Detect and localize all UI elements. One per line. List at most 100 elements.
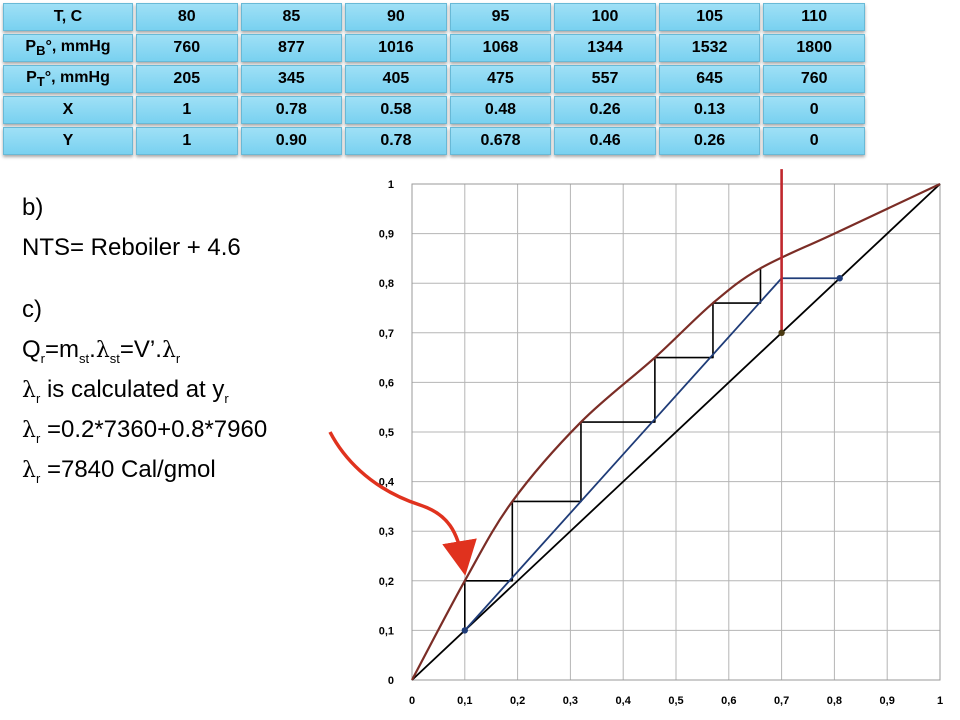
table-cell: 0: [763, 127, 865, 155]
table-cell: 877: [240, 34, 343, 62]
table-cell: 105: [658, 3, 761, 31]
table-cell: 85: [240, 3, 343, 31]
lambda-symbol: λ: [161, 338, 176, 363]
key-point-marker: [836, 275, 843, 282]
table-row-y: Y 1 0.90 0.78 0.678 0.46 0.26 0: [3, 127, 865, 155]
lambda-symbol: λ: [22, 418, 36, 443]
table-cell: 0.26: [658, 127, 761, 155]
x-tick-label: 0,6: [721, 695, 736, 707]
answer-lambda-note: λr is calculated at yr: [22, 370, 352, 410]
table-row-pt: PT°, mmHg 205 345 405 475 557 645 760: [3, 65, 865, 93]
diagonal-line: [411, 183, 941, 681]
answer-nts: NTS= Reboiler + 4.6: [22, 234, 241, 261]
y-tick-label: 0,5: [379, 427, 394, 439]
x-tick-label: 0,4: [616, 695, 632, 707]
row-header-subscript: B: [36, 43, 46, 59]
table-cell: 0: [763, 96, 865, 124]
eq-subscript: st: [79, 350, 90, 366]
key-point-marker: [778, 329, 785, 336]
x-tick-label: 0,5: [668, 695, 683, 707]
eq-subscript: r: [40, 350, 46, 366]
table-cell: 80: [136, 3, 238, 31]
eq-text: =0.2*7360+0.8*7960: [40, 416, 268, 443]
table-cell: 0.46: [554, 127, 656, 155]
vle-data-table: T, C 80 85 90 95 100 105 110 PB°, mmHg 7…: [0, 0, 868, 158]
lambda-symbol: λ: [22, 458, 36, 483]
y-tick-label: 0,4: [379, 477, 395, 489]
table-cell: 0.58: [345, 96, 447, 124]
y-tick-label: 0,9: [379, 229, 394, 241]
y-tick-label: 0,7: [379, 328, 394, 340]
answer-heat-duty-equation: Qr=mst.λst=V’.λr: [22, 330, 352, 370]
table-cell: 1344: [554, 34, 656, 62]
table-cell: 1068: [449, 34, 552, 62]
answer-lambda-expression: λr =0.2*7360+0.8*7960: [22, 410, 352, 450]
table-cell: 0.26: [554, 96, 656, 124]
table-cell: 1: [136, 127, 238, 155]
x-tick-label: 0,8: [827, 695, 842, 707]
row-header-x: X: [3, 96, 133, 124]
table-cell: 100: [554, 3, 656, 31]
y-tick-label: 0,3: [379, 526, 394, 538]
y-tick-label: 0: [388, 675, 394, 687]
table-cell: 90: [345, 3, 447, 31]
row-header-y: Y: [3, 127, 133, 155]
table-cell: 0.90: [240, 127, 343, 155]
table-cell: 760: [136, 34, 238, 62]
eq-text: =7840 Cal/gmol: [40, 456, 216, 483]
lambda-symbol: λ: [95, 338, 110, 363]
table-row-x: X 1 0.78 0.58 0.48 0.26 0.13 0: [3, 96, 865, 124]
x-tick-label: 0,2: [510, 695, 525, 707]
table-cell: 95: [449, 3, 552, 31]
table-cell: 0.78: [240, 96, 343, 124]
row-header-pt: PT°, mmHg: [3, 65, 133, 93]
eq-text: =V’.: [119, 336, 162, 363]
table-cell: 205: [136, 65, 238, 93]
table-cell: 405: [345, 65, 447, 93]
answer-lambda-value: λr =7840 Cal/gmol: [22, 450, 352, 490]
table-cell: 557: [554, 65, 656, 93]
y-tick-label: 0,8: [379, 278, 394, 290]
row-header-text: P: [25, 37, 37, 55]
eq-text: is calculated at y: [40, 376, 225, 403]
answer-b-label: b): [22, 194, 44, 221]
y-tick-label: 0,1: [379, 625, 394, 637]
row-header-unit: °, mmHg: [45, 37, 111, 55]
eq-text: =m: [45, 336, 80, 363]
x-tick-label: 0,3: [563, 695, 578, 707]
y-tick-label: 1: [388, 179, 394, 191]
eq-subscript: r: [175, 350, 181, 366]
table-cell: 475: [449, 65, 552, 93]
x-tick-label: 1: [937, 695, 943, 707]
y-tick-label: 0,2: [379, 576, 394, 588]
table-cell: 1: [136, 96, 238, 124]
table-cell: 1016: [345, 34, 447, 62]
lambda-symbol: λ: [22, 378, 36, 403]
table-cell: 110: [763, 3, 865, 31]
table-cell: 0.48: [449, 96, 552, 124]
table-row-pb: PB°, mmHg 760 877 1016 1068 1344 1532 18…: [3, 34, 865, 62]
table-row-temperature: T, C 80 85 90 95 100 105 110: [3, 3, 865, 31]
table-cell: 760: [763, 65, 865, 93]
table-cell: 1800: [763, 34, 865, 62]
table-cell: 345: [240, 65, 343, 93]
table-cell: 1532: [658, 34, 761, 62]
row-header-text: P: [26, 68, 37, 86]
key-point-marker: [461, 627, 468, 634]
table-cell: 645: [658, 65, 761, 93]
table-cell: 0.678: [449, 127, 552, 155]
answer-text: b) NTS= Reboiler + 4.6 c) Qr=mst.λst=V’.…: [22, 188, 352, 490]
eq-text: Q: [22, 336, 41, 363]
row-header-temperature: T, C: [3, 3, 133, 31]
row-header-pb: PB°, mmHg: [3, 34, 133, 62]
eq-subscript: st: [109, 350, 120, 366]
callout-arrow: [328, 431, 477, 576]
x-tick-label: 0,9: [880, 695, 895, 707]
row-header-subscript: T: [36, 74, 45, 90]
eq-subscript: r: [35, 470, 41, 486]
x-tick-label: 0,1: [457, 695, 472, 707]
answer-c-label: c): [22, 296, 42, 323]
eq-subscript: r: [35, 390, 41, 406]
eq-subscript: r: [224, 390, 229, 406]
